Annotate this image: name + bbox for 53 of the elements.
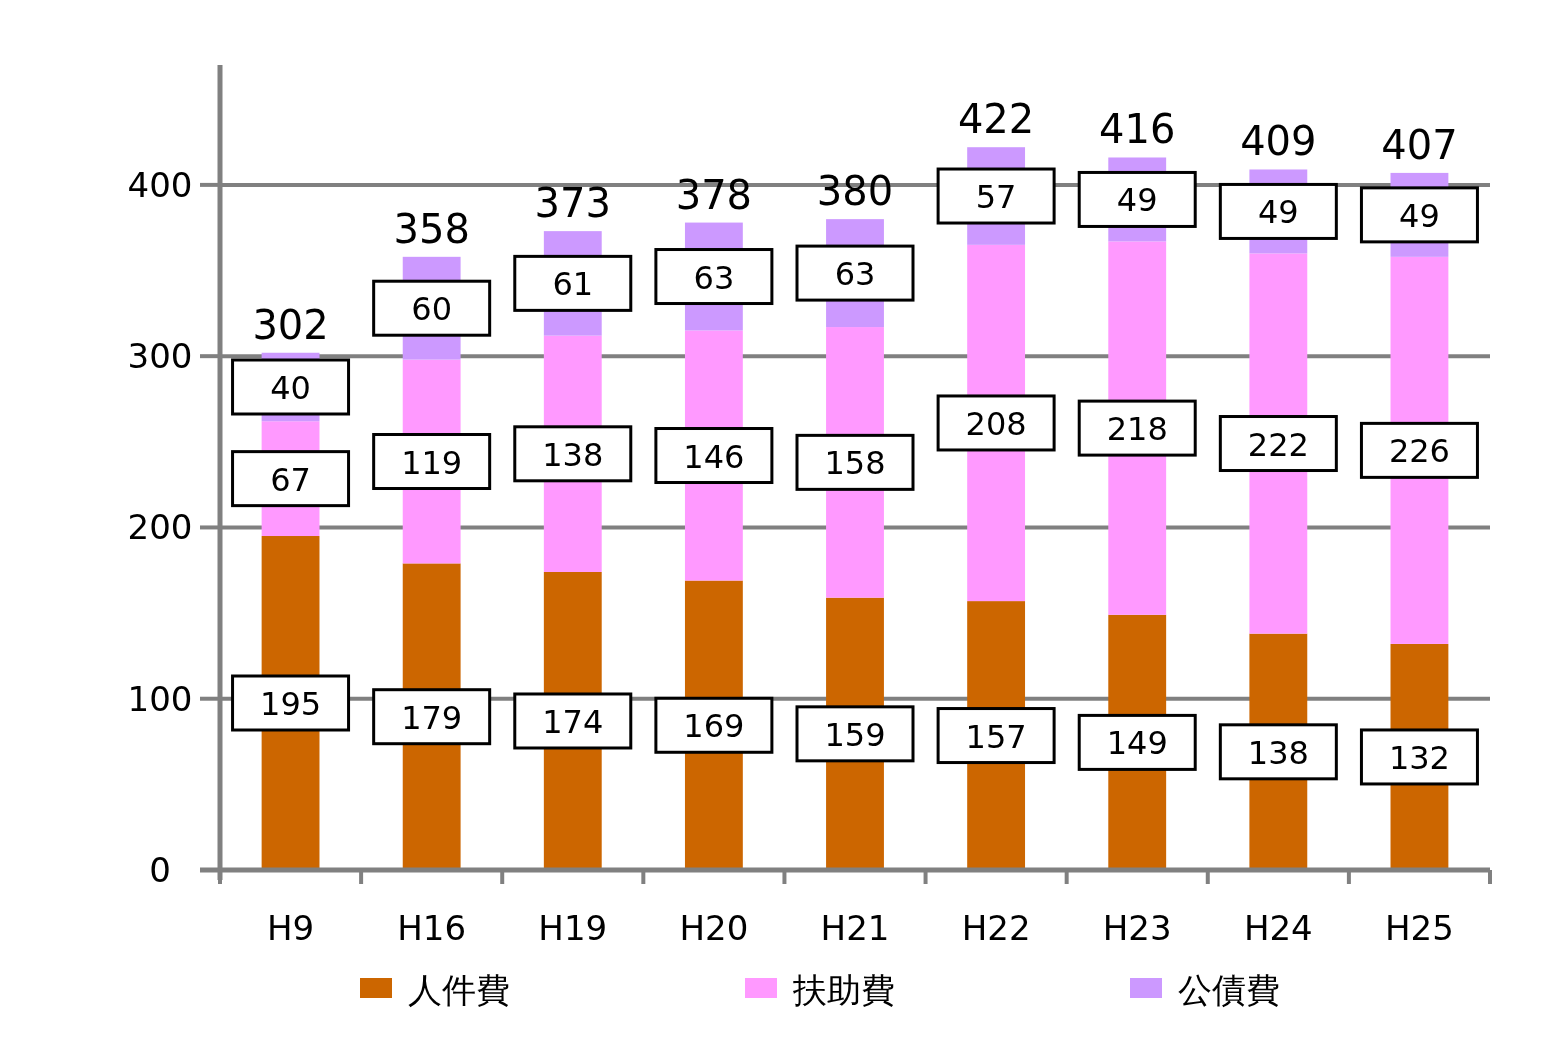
x-tick-label: H16 [397, 908, 467, 948]
y-tick-label: 0 [149, 850, 171, 890]
data-label: 169 [683, 707, 745, 746]
legend-label: 人件費 [408, 970, 510, 1010]
data-label: 60 [411, 290, 453, 329]
total-label: 416 [1099, 106, 1176, 153]
total-label: 422 [957, 96, 1035, 143]
data-label: 132 [1388, 738, 1450, 777]
data-label: 61 [552, 265, 594, 304]
legend-label: 公債費 [1178, 970, 1280, 1010]
x-tick-label: H20 [679, 908, 749, 948]
data-label: 222 [1247, 425, 1309, 464]
data-label: 208 [965, 404, 1027, 443]
data-label: 40 [270, 369, 311, 407]
data-label: 195 [260, 685, 322, 724]
y-tick-label: 100 [127, 678, 193, 719]
data-label: 218 [1106, 410, 1168, 449]
data-label: 138 [1247, 733, 1309, 772]
data-label: 158 [824, 444, 886, 483]
y-tick-label: 400 [127, 164, 193, 205]
x-tick-label: H24 [1243, 908, 1313, 948]
x-tick-label: H9 [266, 908, 315, 948]
data-label: 119 [401, 443, 463, 482]
data-label: 146 [683, 437, 745, 476]
data-label: 226 [1388, 432, 1450, 471]
total-label: 302 [252, 301, 329, 348]
total-label: 378 [675, 171, 753, 218]
data-label: 174 [542, 702, 604, 741]
total-label: 373 [534, 180, 611, 227]
data-label: 179 [401, 698, 463, 737]
total-label: 358 [393, 205, 470, 252]
y-tick-label: 300 [127, 336, 193, 377]
data-label: 63 [834, 255, 876, 294]
total-label: 380 [816, 168, 894, 215]
y-tick-label: 200 [127, 507, 193, 548]
data-label: 149 [1106, 724, 1168, 763]
data-label: 138 [542, 435, 604, 474]
data-label: 67 [270, 460, 311, 499]
data-label: 159 [824, 715, 886, 754]
total-label: 407 [1381, 121, 1458, 168]
total-label: 409 [1240, 118, 1317, 165]
x-tick-label: H23 [1102, 908, 1172, 948]
legend-label: 扶助費 [792, 970, 895, 1010]
data-label: 57 [975, 178, 1017, 217]
data-label: 157 [965, 717, 1027, 756]
x-tick-label: H19 [538, 908, 608, 948]
data-label: 49 [1399, 196, 1440, 235]
data-label: 49 [1116, 181, 1158, 220]
data-label: 63 [693, 258, 735, 297]
data-label: 49 [1257, 193, 1299, 232]
x-tick-label: H21 [820, 908, 890, 948]
x-tick-label: H22 [961, 908, 1031, 948]
x-tick-label: H25 [1385, 908, 1454, 948]
